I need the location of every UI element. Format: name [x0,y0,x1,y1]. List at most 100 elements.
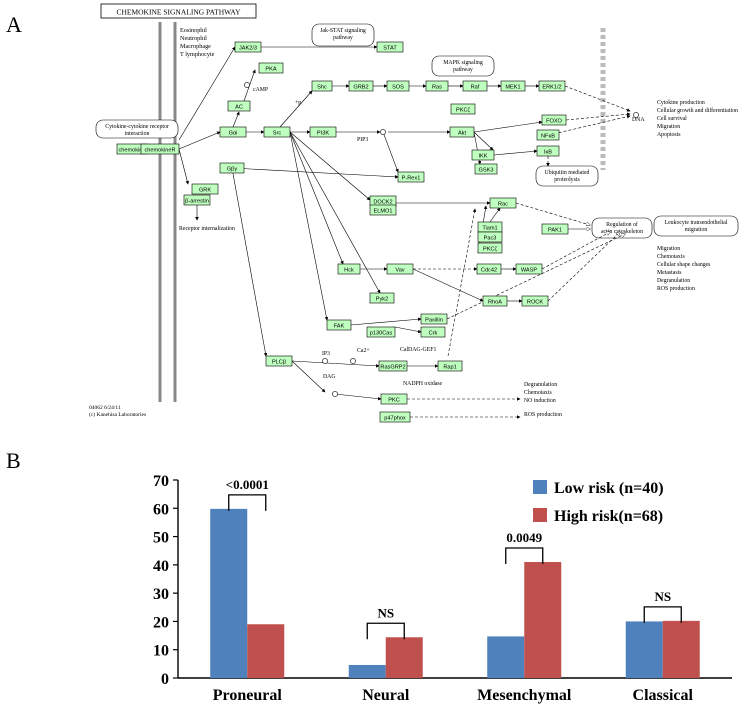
gene-label: AC [235,105,243,111]
x-tick-label: Mesenchymal [477,687,572,704]
cell-types: Eosinophil Neutrophil Macrophage T lymphocy… [180,27,215,58]
gene-label: RhoA [488,300,502,306]
gene-label: Tiam1 [482,226,497,232]
gene-node: Raf [462,80,488,92]
compound-node [633,112,639,118]
x-axis: Proneural Neural Mesenchymal Classical [213,687,694,704]
gene-label: Gβγ [227,167,238,173]
gene-node: p47phox [379,411,411,423]
gene-label: Raf [471,85,480,91]
map-small-label: Receptor internalization [179,226,235,232]
gene-node: PAK1 [541,223,569,235]
pathway-edge [473,120,543,133]
compound-node [380,129,386,135]
outcome-list: Cytokine production Cellular growth and d… [657,100,738,138]
pathway-edge [382,131,399,173]
pathway-edge [178,148,189,185]
gene-node: Src [263,126,291,138]
pathway-edge [565,112,631,121]
x-tick-label: Proneural [213,687,283,704]
gene-node: PLCβ [265,355,293,367]
gene-node: PKCζ [450,103,476,115]
bar [662,620,700,678]
bar [210,508,248,678]
gene-node: Hck [337,263,361,275]
pathway-map-label: Leukocyte transendothelial migration [653,215,739,237]
significance-label: <0.0001 [226,477,269,492]
pathway-edge [547,232,620,302]
compound-node [322,358,328,364]
significance-brackets: <0.0001 NS 0.0049 NS [226,477,682,640]
y-tick-label: 30 [153,586,169,603]
pathway-edge [493,149,538,156]
gene-node: IKK [471,149,495,161]
gene-label: PKC [388,398,400,404]
gene-node: β-arrestin [183,194,211,206]
gene-label: Gαi [229,131,238,137]
map-small-label: IP3 [322,351,330,357]
gene-node: STAT [376,41,404,53]
gene-label: Hck [344,268,354,274]
y-tick-label: 10 [153,643,169,660]
gene-label: GSK3 [479,168,494,174]
compound-node [332,391,338,397]
gene-label: GRK [199,188,211,194]
significance-bracket [366,622,405,640]
gene-node: chemokineR [140,143,180,155]
panel-b-label: B [6,448,21,473]
legend-swatch [533,480,547,494]
gene-label: Vav [395,268,404,274]
pathway-edge [394,326,422,334]
bar [385,637,423,678]
gene-label: IKK [478,154,487,160]
pathway-edge [289,131,344,265]
bar [247,624,285,678]
gene-node: Akt [449,126,475,138]
pathway-edge [473,131,494,151]
gene-label: Pac3 [484,236,497,242]
gene-label: Ras [432,85,442,91]
bar [524,562,562,678]
gene-node: SOS [386,80,410,92]
gene-label: Paxillin [425,318,443,324]
bar-chart: 0 10 20 30 40 50 60 70 <0.0001 NS 0.0049 NS Proneu… [153,473,732,704]
gene-label: Pyk2 [376,297,388,303]
gene-node: Tiam1 [477,221,503,233]
significance-bracket [228,494,267,511]
y-tick-label: 50 [153,530,169,547]
gene-label: chemokineR [144,148,175,154]
gene-label: FOXO [546,119,562,125]
gene-node: Rap1 [437,360,463,372]
gene-label: p47phox [384,416,406,422]
gene-node: RhoA [482,295,508,307]
gene-node: PI3K [309,126,337,138]
gene-label: PAK1 [548,228,562,234]
pathway-edge [564,85,631,112]
pathway-edge [289,131,329,321]
gene-node: FAK [326,319,352,331]
gene-node: Pac3 [477,231,503,243]
gene-node: PKA [258,62,284,74]
pathway-map-label: Regulation of actin cytoskeleton [591,217,653,239]
gene-label: Akt [458,131,467,137]
gene-label: GRB2 [353,85,368,91]
gene-node: Ras [425,80,449,92]
outcome-list: Degranulation Chemotaxis NO induction [524,382,557,404]
pathway-edge [446,234,625,320]
pathway-edge [291,360,380,368]
y-tick-label: 60 [153,501,169,518]
gene-node: ROCK [521,295,549,307]
gene-label: IκB [544,150,552,156]
gene-label: Shc [317,85,327,91]
pathway-edge [334,393,382,401]
pathway-labels: Jak-STAT signaling pathway MAPK signaling p… [95,23,739,418]
panel-a-label: A [6,12,22,37]
significance-label: NS [377,605,394,620]
gene-node: Vav [386,263,414,275]
gene-label: STAT [383,46,397,52]
significance-label: 0.0049 [506,530,542,545]
